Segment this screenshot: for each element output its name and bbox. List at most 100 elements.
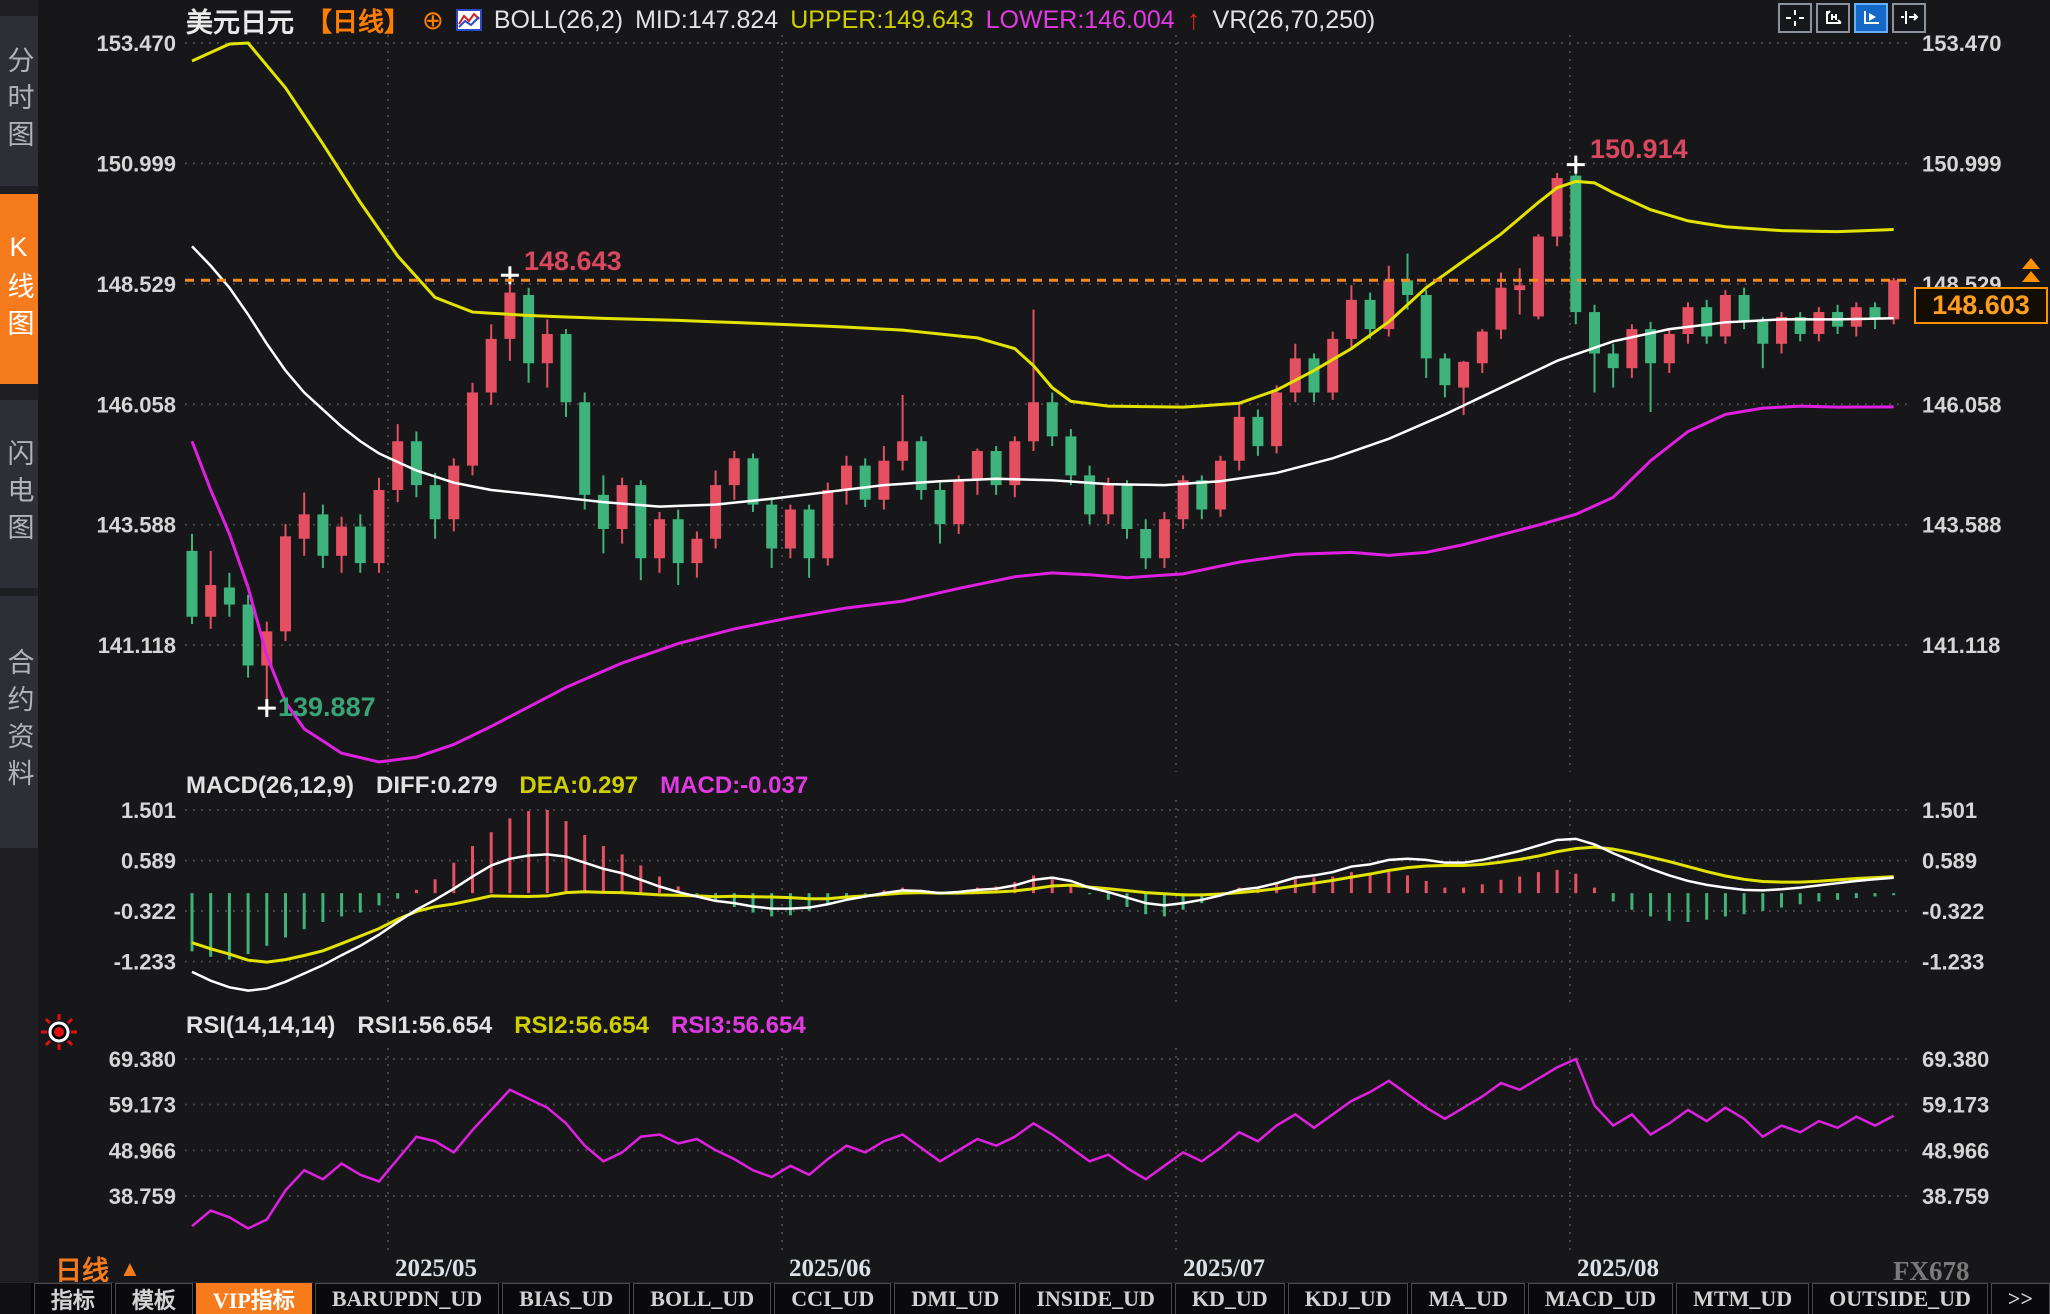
- candle: [485, 338, 497, 393]
- tab-cci_ud[interactable]: CCI_UD: [774, 1283, 892, 1314]
- toolbar-button-axis-shift[interactable]: [1892, 3, 1926, 33]
- sidebar-item-time-chart[interactable]: 分时图: [0, 16, 38, 186]
- candle: [1514, 285, 1526, 291]
- rsi3-value: RSI3:56.654: [670, 1012, 806, 1039]
- candle: [1215, 460, 1226, 510]
- candle: [1364, 299, 1376, 330]
- link-icon[interactable]: ⊕: [422, 4, 444, 35]
- tab-barupdn_ud[interactable]: BARUPDN_UD: [314, 1283, 500, 1314]
- svg-text:150.999: 150.999: [1922, 151, 2002, 176]
- candle: [1046, 402, 1058, 437]
- candle: [1888, 280, 1900, 320]
- vr-params-label[interactable]: VR(26,70,250): [1212, 5, 1376, 34]
- toolbar-button-axis-play[interactable]: [1854, 3, 1888, 33]
- svg-text:141.118: 141.118: [98, 633, 176, 658]
- svg-text:-0.322: -0.322: [114, 899, 176, 924]
- candle: [261, 631, 273, 666]
- period-selector[interactable]: 日线 ▲: [55, 1249, 141, 1288]
- tab-outside_ud[interactable]: OUTSIDE_UD: [1812, 1283, 1988, 1314]
- toolbar-button-pan-crosshair[interactable]: [1778, 3, 1812, 33]
- boll-upper-value: UPPER:149.643: [790, 5, 974, 34]
- candle: [317, 514, 329, 556]
- candle: [1850, 307, 1862, 327]
- tab-kdj_ud[interactable]: KDJ_UD: [1287, 1283, 1409, 1314]
- axis-shift-icon: [1901, 11, 1919, 24]
- tab-mtm_ud[interactable]: MTM_UD: [1676, 1283, 1810, 1314]
- candle: [1869, 307, 1881, 320]
- candle: [1551, 178, 1563, 237]
- tab-macd_ud[interactable]: MACD_UD: [1527, 1283, 1674, 1314]
- tab-inside_ud[interactable]: INSIDE_UD: [1019, 1283, 1172, 1314]
- price-up-arrow-icon: [2022, 271, 2040, 282]
- tab--[interactable]: 指标: [33, 1283, 112, 1314]
- macd-value: MACD:-0.037: [660, 772, 809, 799]
- candle: [1009, 441, 1021, 486]
- candle: [1308, 358, 1320, 393]
- macd-title[interactable]: MACD(26,12,9): [186, 772, 355, 799]
- svg-text:1.501: 1.501: [1922, 798, 1977, 823]
- axis-play-icon: [1864, 11, 1879, 24]
- tab->>[interactable]: >>: [1990, 1283, 2050, 1314]
- tab-kd_ud[interactable]: KD_UD: [1174, 1283, 1285, 1314]
- candle: [1589, 312, 1600, 354]
- candle: [1177, 480, 1189, 520]
- svg-text:153.470: 153.470: [96, 31, 176, 56]
- rsi2-value: RSI2:56.654: [514, 1012, 649, 1039]
- watermark: FX678: [1893, 1256, 1970, 1286]
- candle: [766, 504, 778, 549]
- candle: [336, 526, 348, 556]
- candle: [1645, 329, 1657, 364]
- candle: [1158, 519, 1170, 559]
- svg-text:59.173: 59.173: [1922, 1093, 1989, 1118]
- candle: [878, 460, 890, 500]
- candle: [1084, 475, 1096, 515]
- candlestick-series: [186, 167, 1900, 706]
- boll-lower-value: LOWER:146.004: [985, 5, 1175, 34]
- candle: [429, 485, 441, 520]
- candle: [1065, 436, 1077, 476]
- sidebar-item-contract-info[interactable]: 合约资料: [0, 596, 38, 848]
- candle: [990, 450, 1002, 486]
- tab-vip-[interactable]: VIP指标: [195, 1283, 312, 1314]
- candle: [467, 392, 478, 466]
- tab-bar-corner: [0, 1283, 31, 1314]
- candle: [205, 585, 217, 617]
- rsi-title[interactable]: RSI(14,14,14): [186, 1012, 336, 1039]
- candle: [1738, 295, 1750, 322]
- candle: [1701, 307, 1713, 337]
- toolbar-button-axis-scale[interactable]: [1816, 3, 1850, 33]
- tab-boll_ud[interactable]: BOLL_UD: [633, 1283, 772, 1314]
- grid-lines: [185, 35, 1912, 1252]
- tab-bias_ud[interactable]: BIAS_UD: [502, 1283, 631, 1314]
- candle: [953, 480, 965, 525]
- svg-text:69.380: 69.380: [109, 1047, 176, 1072]
- candle: [1383, 280, 1395, 330]
- candle: [1495, 287, 1507, 330]
- candle: [1794, 316, 1806, 335]
- low-label: 139.887: [278, 692, 376, 722]
- candle: [1458, 361, 1470, 388]
- period-tag[interactable]: 【日线】: [306, 6, 411, 37]
- candle: [410, 441, 422, 486]
- tab--[interactable]: 模板: [114, 1283, 193, 1314]
- indicator-tab-bar: 指标 模板 VIP指标 BARUPDN_UD BIAS_UD BOLL_UD CCI_UD D…: [0, 1282, 2050, 1314]
- alert-arrow-icon: ↑: [1186, 4, 1201, 35]
- macd-pane-header: MACD(26,12,9) DIFF:0.279 DEA:0.297 MACD:…: [186, 772, 808, 800]
- sidebar-item-kline-chart[interactable]: K线图: [0, 194, 38, 384]
- live-alert-icon[interactable]: [40, 1013, 78, 1056]
- sidebar-item-flash-chart[interactable]: 闪电图: [0, 400, 38, 588]
- candle: [242, 604, 254, 666]
- high-label: 150.914: [1590, 134, 1688, 164]
- tab-dmi_ud[interactable]: DMI_UD: [894, 1283, 1017, 1314]
- tab-ma_ud[interactable]: MA_UD: [1411, 1283, 1525, 1314]
- svg-text:59.173: 59.173: [109, 1093, 176, 1118]
- boll-params-label[interactable]: BOLL(26,2): [493, 5, 624, 34]
- candle: [1233, 416, 1245, 461]
- svg-text:143.588: 143.588: [96, 513, 176, 538]
- mini-chart-icon: [455, 9, 482, 31]
- candle: [1345, 299, 1357, 339]
- candle: [841, 465, 852, 490]
- candle: [1196, 480, 1208, 510]
- candle: [1607, 353, 1619, 369]
